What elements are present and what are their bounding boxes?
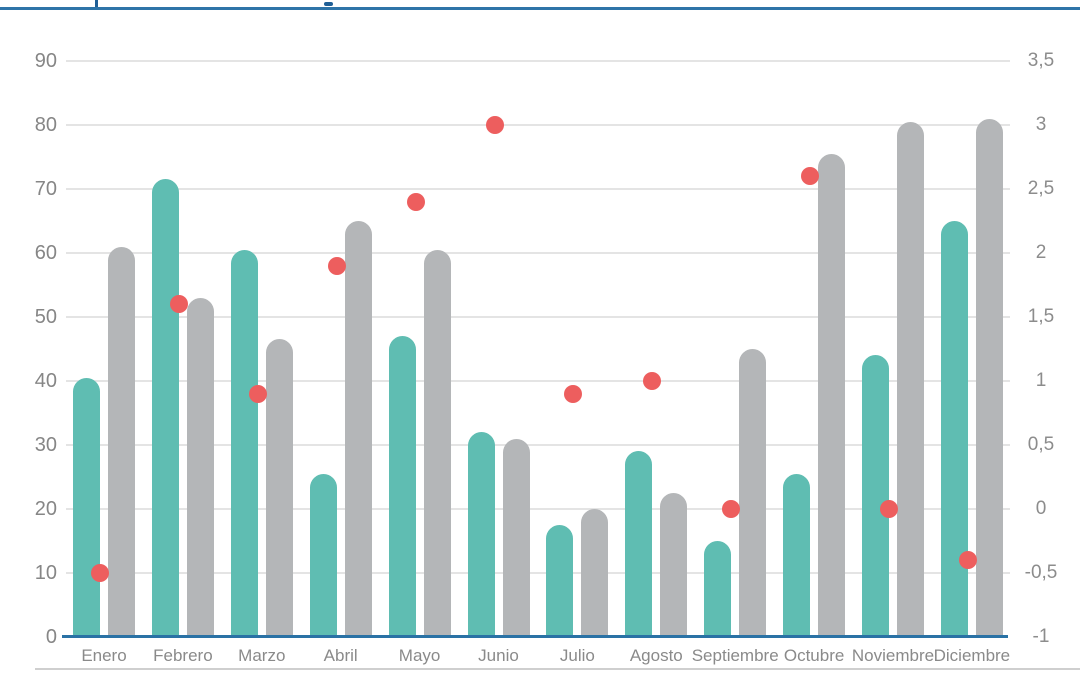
bar-gray-octubre [818,153,846,637]
bar-gray-marzo [265,339,293,637]
cropped-text-fragment [95,0,98,7]
y-axis-right-tick-label: -0,5 [1024,562,1058,583]
scatter-dot-septiembre [722,500,741,518]
gridline [66,124,1010,126]
bottom-divider [35,668,1080,670]
bar-gray-junio [502,438,530,637]
x-axis-tick-label: Enero [81,646,127,665]
x-axis-tick-label: Mayo [398,646,441,665]
x-axis-line [62,635,1008,638]
y-axis-right-tick-label: 3 [1035,114,1047,135]
gridline [66,572,1010,574]
bar-gray-enero [108,246,135,637]
scatter-dot-octubre [801,167,820,186]
x-axis-tick-label: Marzo [238,646,286,665]
x-axis-tick-label: Febrero [153,646,213,665]
y-axis-right-tick-label: 0,5 [1027,434,1055,455]
scatter-dot-enero [91,564,109,582]
scatter-dot-mayo [406,192,425,211]
x-axis-tick-label: Septiembre [691,646,779,665]
y-axis-right-tick-label: 0 [1035,498,1047,519]
bar-teal-noviembre [862,355,889,637]
scatter-dot-marzo [248,384,267,403]
bar-gray-septiembre [739,349,767,637]
y-axis-left-tick-label: 60 [34,242,57,264]
bar-teal-febrero [151,179,179,637]
bar-teal-mayo [388,336,416,637]
y-axis-right-tick-label: 3,5 [1027,50,1055,71]
y-axis-left-tick-label: 30 [34,434,57,456]
y-axis-left-tick-label: 10 [34,562,57,584]
x-axis-tick-label: Junio [478,646,519,665]
bar-gray-febrero [186,297,214,637]
x-axis-tick-label: Agosto [629,646,683,665]
bar-gray-agosto [660,493,688,637]
x-axis-tick-label: Noviembre [851,646,935,665]
scatter-dot-julio [564,384,583,403]
y-axis-right-tick-label: 1 [1035,370,1047,391]
y-axis-right-tick-label: -1 [1032,626,1050,647]
bar-gray-julio [581,509,609,637]
gridline [66,508,1010,510]
scatter-dot-noviembre [880,500,898,518]
bar-teal-marzo [230,249,258,637]
bar-teal-septiembre [704,541,732,637]
y-axis-right-tick-label: 2,5 [1027,178,1055,199]
scatter-dot-abril [327,256,346,275]
bar-teal-junio [467,432,495,637]
y-axis-left-tick-label: 80 [34,114,57,136]
bar-teal-octubre [783,473,811,637]
top-divider [0,7,1080,10]
bar-teal-agosto [625,451,653,637]
y-axis-right-tick-label: 2 [1035,242,1047,263]
y-axis-left-tick-label: 0 [45,626,57,648]
x-axis-tick-label: Octubre [783,646,845,665]
y-axis-left-tick-label: 50 [34,306,57,328]
y-axis-right-tick-label: 1,5 [1027,306,1055,327]
scatter-dot-junio [485,116,504,134]
y-axis-left-tick-label: 20 [34,498,57,520]
gridline [66,252,1010,254]
x-axis-tick-label: Julio [559,646,595,665]
x-axis-tick-label: Abril [323,646,358,665]
scatter-dot-febrero [169,295,188,314]
bar-gray-noviembre [897,121,924,637]
bar-teal-diciembre [940,221,968,637]
bar-teal-enero [73,377,100,637]
cropped-text-fragment [324,2,333,6]
bar-gray-abril [344,221,372,637]
bar-gray-diciembre [975,118,1003,637]
bar-teal-abril [309,473,337,637]
gridline [66,316,1010,318]
gridline [66,60,1010,62]
gridline [66,188,1010,190]
bar-teal-julio [546,525,574,637]
y-axis-left-tick-label: 70 [34,178,57,200]
y-axis-left-tick-label: 90 [34,50,57,72]
x-axis-tick-label: Diciembre [933,646,1011,665]
bar-gray-mayo [423,249,451,637]
gridline [66,444,1010,446]
scatter-dot-diciembre [958,551,977,570]
scatter-dot-agosto [643,372,662,390]
gridline [66,380,1010,382]
y-axis-left-tick-label: 40 [34,370,57,392]
